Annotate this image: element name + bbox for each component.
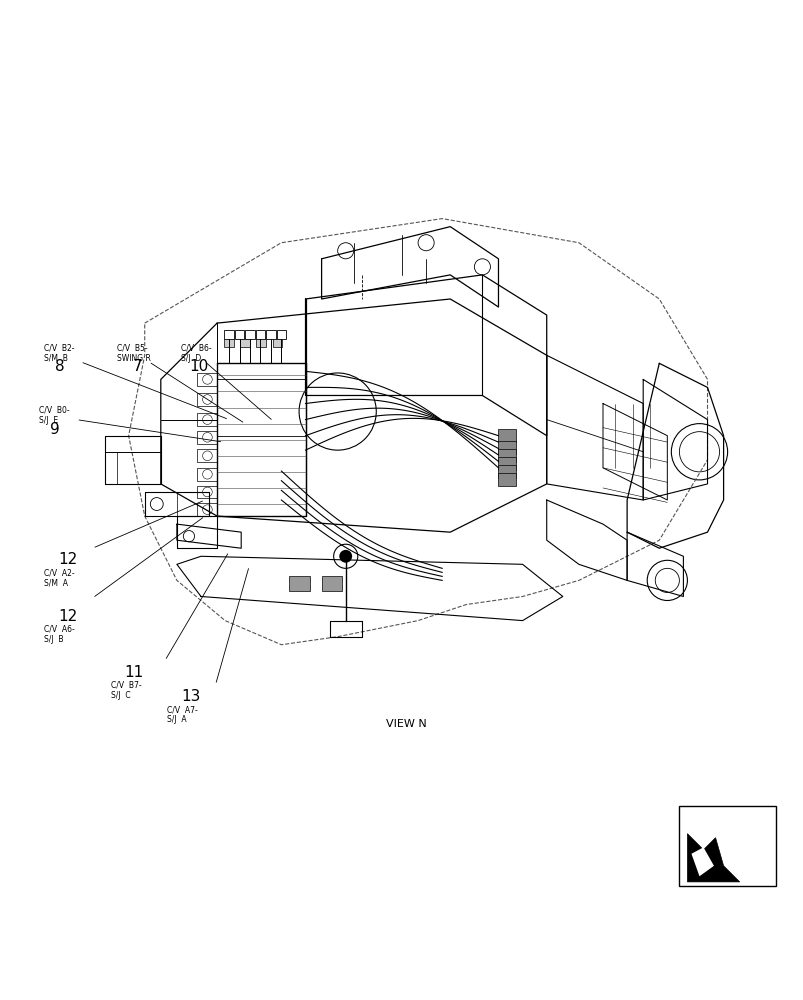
Polygon shape bbox=[691, 847, 713, 876]
Bar bbox=[276, 330, 286, 339]
Bar bbox=[245, 330, 255, 339]
Text: C/V  B5-
SWING R: C/V B5- SWING R bbox=[116, 343, 150, 363]
Bar bbox=[240, 339, 250, 347]
Bar bbox=[234, 330, 244, 339]
Bar bbox=[498, 457, 516, 470]
Bar bbox=[272, 339, 282, 347]
Bar bbox=[197, 468, 217, 481]
Text: VIEW N: VIEW N bbox=[385, 719, 426, 729]
Bar bbox=[498, 429, 516, 442]
Text: C/V  A6-
S/J  B: C/V A6- S/J B bbox=[44, 625, 75, 644]
Text: C/V  A7-
S/J  A: C/V A7- S/J A bbox=[167, 705, 198, 724]
Bar bbox=[321, 576, 341, 591]
Circle shape bbox=[339, 550, 352, 563]
Bar bbox=[255, 330, 265, 339]
Text: 12: 12 bbox=[58, 552, 77, 567]
Text: C/V  B0-
S/J  E: C/V B0- S/J E bbox=[39, 406, 69, 425]
Text: C/V  B6-
S/J  D: C/V B6- S/J D bbox=[181, 343, 211, 363]
Bar bbox=[224, 339, 234, 347]
Text: 10: 10 bbox=[189, 359, 208, 374]
Text: 9: 9 bbox=[50, 422, 59, 437]
Text: C/V  B2-
S/M  B: C/V B2- S/M B bbox=[44, 343, 75, 363]
Text: 11: 11 bbox=[124, 665, 144, 680]
Bar bbox=[498, 441, 516, 454]
Bar bbox=[266, 330, 275, 339]
Text: C/V  B7-
S/J  C: C/V B7- S/J C bbox=[111, 681, 141, 700]
Bar bbox=[498, 465, 516, 478]
Text: 8: 8 bbox=[55, 359, 64, 374]
Bar bbox=[197, 486, 217, 498]
Text: 12: 12 bbox=[58, 609, 77, 624]
Bar bbox=[197, 373, 217, 386]
Text: 13: 13 bbox=[181, 689, 200, 704]
Bar bbox=[256, 339, 266, 347]
Polygon shape bbox=[687, 834, 739, 882]
Bar bbox=[197, 449, 217, 462]
Bar bbox=[197, 431, 217, 444]
Bar bbox=[224, 330, 234, 339]
Bar bbox=[197, 393, 217, 406]
Bar bbox=[197, 503, 217, 516]
Bar bbox=[498, 473, 516, 486]
Text: C/V  A2-
S/M  A: C/V A2- S/M A bbox=[44, 568, 75, 588]
Bar bbox=[289, 576, 309, 591]
Text: 7: 7 bbox=[132, 359, 142, 374]
Bar bbox=[498, 449, 516, 462]
Bar bbox=[679, 806, 775, 886]
Bar bbox=[197, 413, 217, 426]
